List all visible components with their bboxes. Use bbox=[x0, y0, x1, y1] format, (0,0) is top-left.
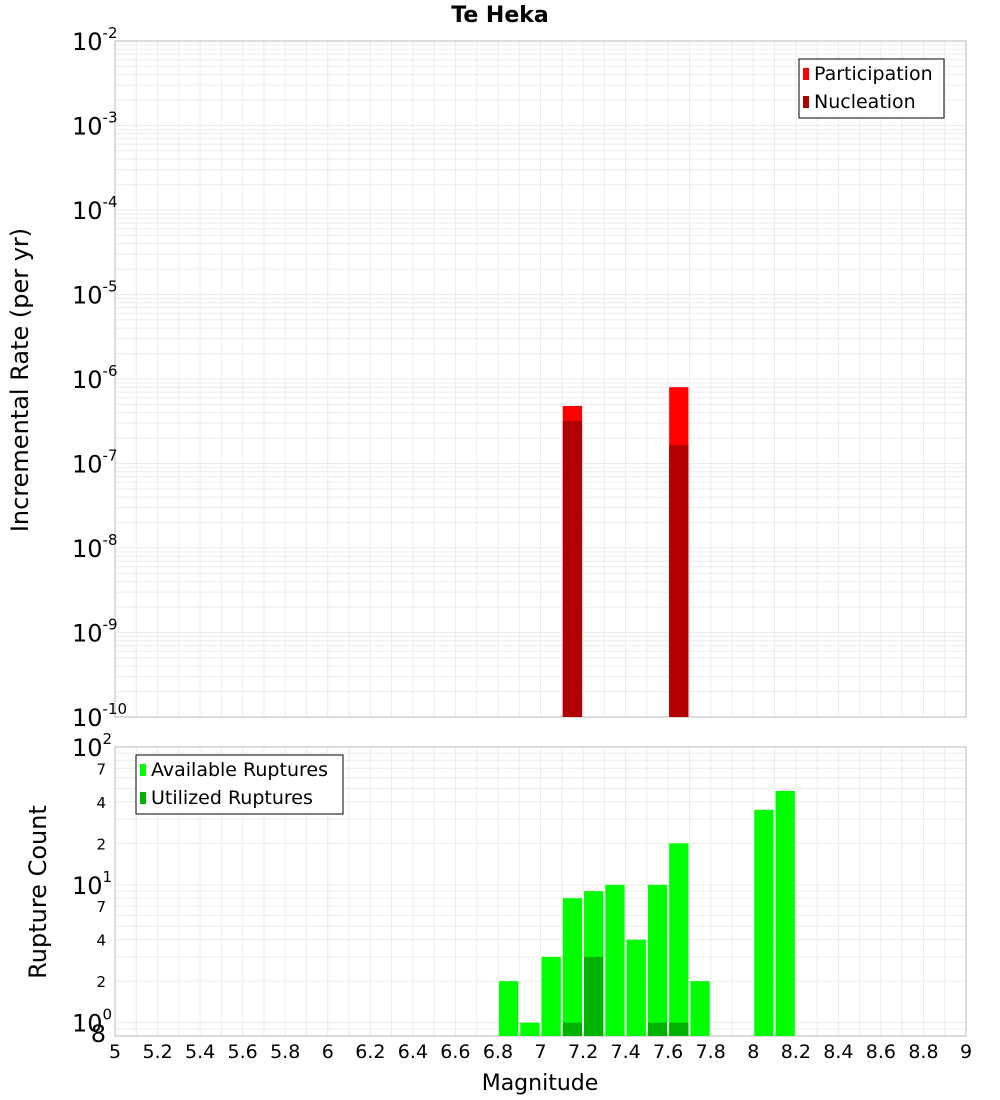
count-bar-available-ruptures bbox=[626, 939, 646, 1036]
count-bar-available-ruptures bbox=[647, 884, 668, 1036]
x-tick-label: 7.6 bbox=[653, 1041, 683, 1063]
count-bar-available-ruptures bbox=[775, 790, 795, 1036]
count-legend: Available Ruptures Utilized Ruptures bbox=[135, 754, 344, 815]
count-y-minor-tick-label: 4 bbox=[96, 794, 106, 812]
legend-swatch-utilized bbox=[140, 792, 146, 804]
x-axis-ticks: 5 5.2 5.4 5.6 5.8 6 6.2 6.4 6.6 6.8 7 7.2 7.4 7.6 7.8 8… bbox=[109, 1041, 972, 1063]
rate-y-tick-label: 10-10 bbox=[72, 700, 127, 732]
rate-bar-nucleation bbox=[562, 420, 583, 717]
x-tick-label: 8.4 bbox=[823, 1041, 853, 1063]
count-bar-available-ruptures bbox=[541, 956, 561, 1036]
x-tick-label: 8.8 bbox=[908, 1041, 938, 1063]
count-y-tick-label: 100 bbox=[72, 1006, 112, 1038]
x-tick-label: 6.2 bbox=[355, 1041, 385, 1063]
x-tick-label: 7.8 bbox=[696, 1041, 726, 1063]
count-y-minor-tick-label: 2 bbox=[96, 973, 106, 991]
count-y-minor-tick-label: 4 bbox=[96, 932, 106, 950]
rate-legend: Participation Nucleation bbox=[798, 58, 945, 119]
x-tick-label: 7.2 bbox=[568, 1041, 598, 1063]
count-bar-utilized-ruptures bbox=[562, 1022, 583, 1036]
count-y-ticks: 100 101 102 8 2 4 7 2 4 7 bbox=[72, 730, 112, 1048]
rate-grid bbox=[114, 41, 967, 718]
rate-y-tick-label: 10-7 bbox=[72, 447, 118, 479]
rate-bars bbox=[562, 387, 689, 717]
count-grid bbox=[114, 747, 967, 1037]
legend-swatch-available bbox=[140, 764, 146, 776]
count-bar-available-ruptures bbox=[498, 981, 519, 1036]
rate-y-tick-label: 10-2 bbox=[72, 24, 118, 56]
x-tick-label: 7.4 bbox=[610, 1041, 640, 1063]
count-bar-available-ruptures bbox=[520, 1022, 540, 1036]
rate-bar-nucleation bbox=[669, 445, 689, 717]
count-bars bbox=[498, 790, 795, 1036]
rate-panel: 10-10 10-9 10-8 10-7 10-6 10-5 10-4 10-3 10-2 In… bbox=[6, 24, 967, 732]
count-y-minor-tick-label: 2 bbox=[96, 835, 106, 853]
x-tick-label: 8.6 bbox=[866, 1041, 896, 1063]
count-bar-utilized-ruptures bbox=[584, 956, 604, 1036]
x-tick-label: 5.4 bbox=[185, 1041, 215, 1063]
rate-y-tick-label: 10-8 bbox=[72, 531, 118, 563]
legend-label-nucleation: Nucleation bbox=[814, 91, 916, 113]
x-tick-label: 5.2 bbox=[142, 1041, 172, 1063]
count-y-tick-label: 102 bbox=[72, 730, 112, 762]
x-axis-label: Magnitude bbox=[482, 1071, 599, 1096]
rate-y-tick-label: 10-5 bbox=[72, 278, 118, 310]
count-bar-utilized-ruptures bbox=[669, 1022, 689, 1036]
rate-y-tick-label: 10-4 bbox=[72, 193, 118, 225]
legend-label-available: Available Ruptures bbox=[151, 759, 328, 781]
rate-y-tick-label: 10-6 bbox=[72, 362, 118, 394]
x-tick-label: 5.8 bbox=[270, 1041, 300, 1063]
count-bar-available-ruptures bbox=[669, 843, 689, 1036]
count-bar-available-ruptures bbox=[605, 884, 625, 1036]
count-bar-available-ruptures bbox=[562, 898, 583, 1036]
legend-label-participation: Participation bbox=[814, 63, 933, 85]
x-tick-label: 6.6 bbox=[440, 1041, 470, 1063]
x-tick-label: 6.8 bbox=[483, 1041, 513, 1063]
rate-y-tick-label: 10-3 bbox=[72, 109, 118, 141]
count-y-tick-label: 101 bbox=[72, 868, 112, 900]
x-tick-label: 5 bbox=[109, 1041, 121, 1063]
count-bar-utilized-ruptures bbox=[647, 1022, 668, 1036]
count-y-minor-tick-label: 8 bbox=[91, 1020, 106, 1048]
x-tick-label: 6 bbox=[322, 1041, 334, 1063]
chart-title: Te Heka bbox=[451, 3, 548, 28]
x-tick-label: 6.4 bbox=[398, 1041, 428, 1063]
legend-swatch-nucleation bbox=[803, 96, 809, 108]
rate-legend-box bbox=[798, 58, 945, 119]
x-tick-label: 8 bbox=[747, 1041, 759, 1063]
count-legend-box bbox=[135, 754, 344, 815]
legend-swatch-participation bbox=[803, 68, 809, 80]
rate-y-tick-label: 10-9 bbox=[72, 616, 118, 648]
count-y-axis-label: Rupture Count bbox=[24, 805, 52, 979]
x-tick-label: 8.2 bbox=[781, 1041, 811, 1063]
rate-y-ticks: 10-10 10-9 10-8 10-7 10-6 10-5 10-4 10-3 10-2 bbox=[72, 24, 127, 732]
count-bar-available-ruptures bbox=[690, 981, 710, 1036]
count-y-minor-tick-label: 7 bbox=[96, 760, 106, 778]
count-bar-available-ruptures bbox=[754, 809, 774, 1036]
count-plot-frame bbox=[114, 746, 967, 1037]
legend-label-utilized: Utilized Ruptures bbox=[151, 787, 313, 809]
x-tick-label: 7 bbox=[534, 1041, 546, 1063]
rate-plot-frame bbox=[114, 40, 967, 718]
x-tick-label: 9 bbox=[960, 1041, 972, 1063]
count-y-minor-tick-label: 7 bbox=[96, 898, 106, 916]
x-tick-label: 5.6 bbox=[228, 1041, 258, 1063]
count-panel: 100 101 102 8 2 4 7 2 4 7 Rupture Count Available… bbox=[24, 730, 967, 1048]
rate-y-axis-label: Incremental Rate (per yr) bbox=[6, 228, 34, 532]
